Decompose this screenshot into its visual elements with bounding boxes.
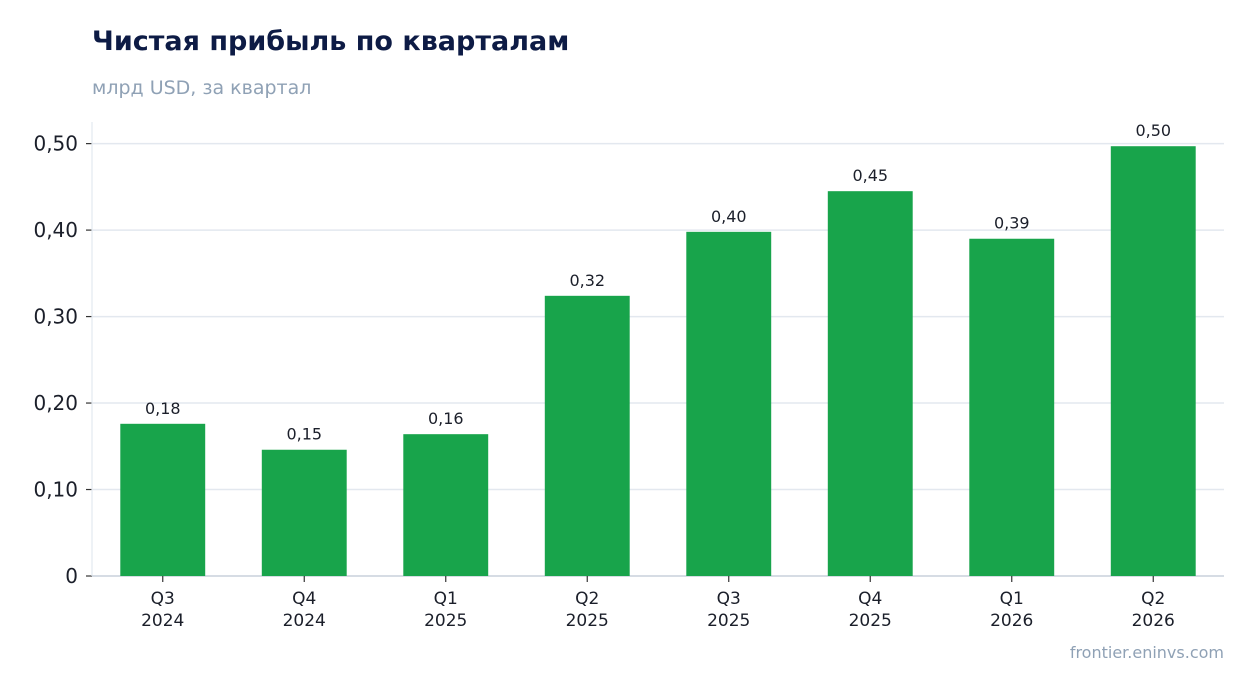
data-label: 0,16 <box>428 409 464 428</box>
bar <box>261 449 347 576</box>
x-tick-label: Q1 <box>434 589 458 609</box>
data-label: 0,50 <box>1135 121 1171 140</box>
x-tick-label: 2025 <box>424 611 467 631</box>
chart-subtitle: млрд USD, за квартал <box>92 77 312 99</box>
data-label: 0,39 <box>994 214 1030 233</box>
bar <box>1110 146 1196 577</box>
bar <box>120 423 206 576</box>
y-tick-label: 0,20 <box>33 391 78 415</box>
x-tick-label: 2025 <box>566 611 609 631</box>
x-tick-label: 2026 <box>1132 611 1175 631</box>
x-tick-label: 2024 <box>141 611 184 631</box>
bar <box>686 231 772 576</box>
x-tick-label: Q4 <box>858 589 882 609</box>
y-tick-label: 0,50 <box>33 132 78 156</box>
x-tick-label: Q2 <box>1141 589 1165 609</box>
x-tick-label: 2024 <box>283 611 326 631</box>
bar <box>827 191 913 576</box>
x-tick-label: Q1 <box>1000 589 1024 609</box>
y-tick-label: 0,40 <box>33 218 78 242</box>
x-tick-label: 2025 <box>849 611 892 631</box>
data-label: 0,15 <box>286 425 322 444</box>
data-label: 0,18 <box>145 399 181 418</box>
data-label: 0,40 <box>711 207 747 226</box>
source-label: frontier.eninvs.com <box>1069 643 1224 662</box>
x-tick-label: 2026 <box>990 611 1033 631</box>
x-tick-label: 2025 <box>707 611 750 631</box>
x-tick-label: Q3 <box>151 589 175 609</box>
data-label: 0,45 <box>852 166 888 185</box>
x-tick-label: Q2 <box>575 589 599 609</box>
y-tick-label: 0 <box>65 564 78 588</box>
x-tick-label: Q4 <box>292 589 316 609</box>
bar <box>544 295 630 576</box>
x-tick-label: Q3 <box>717 589 741 609</box>
data-label: 0,32 <box>569 271 605 290</box>
y-tick-label: 0,30 <box>33 305 78 329</box>
bar <box>969 238 1055 576</box>
y-tick-label: 0,10 <box>33 478 78 502</box>
bar <box>403 434 489 576</box>
chart-title: Чистая прибыль по кварталам <box>92 26 570 57</box>
